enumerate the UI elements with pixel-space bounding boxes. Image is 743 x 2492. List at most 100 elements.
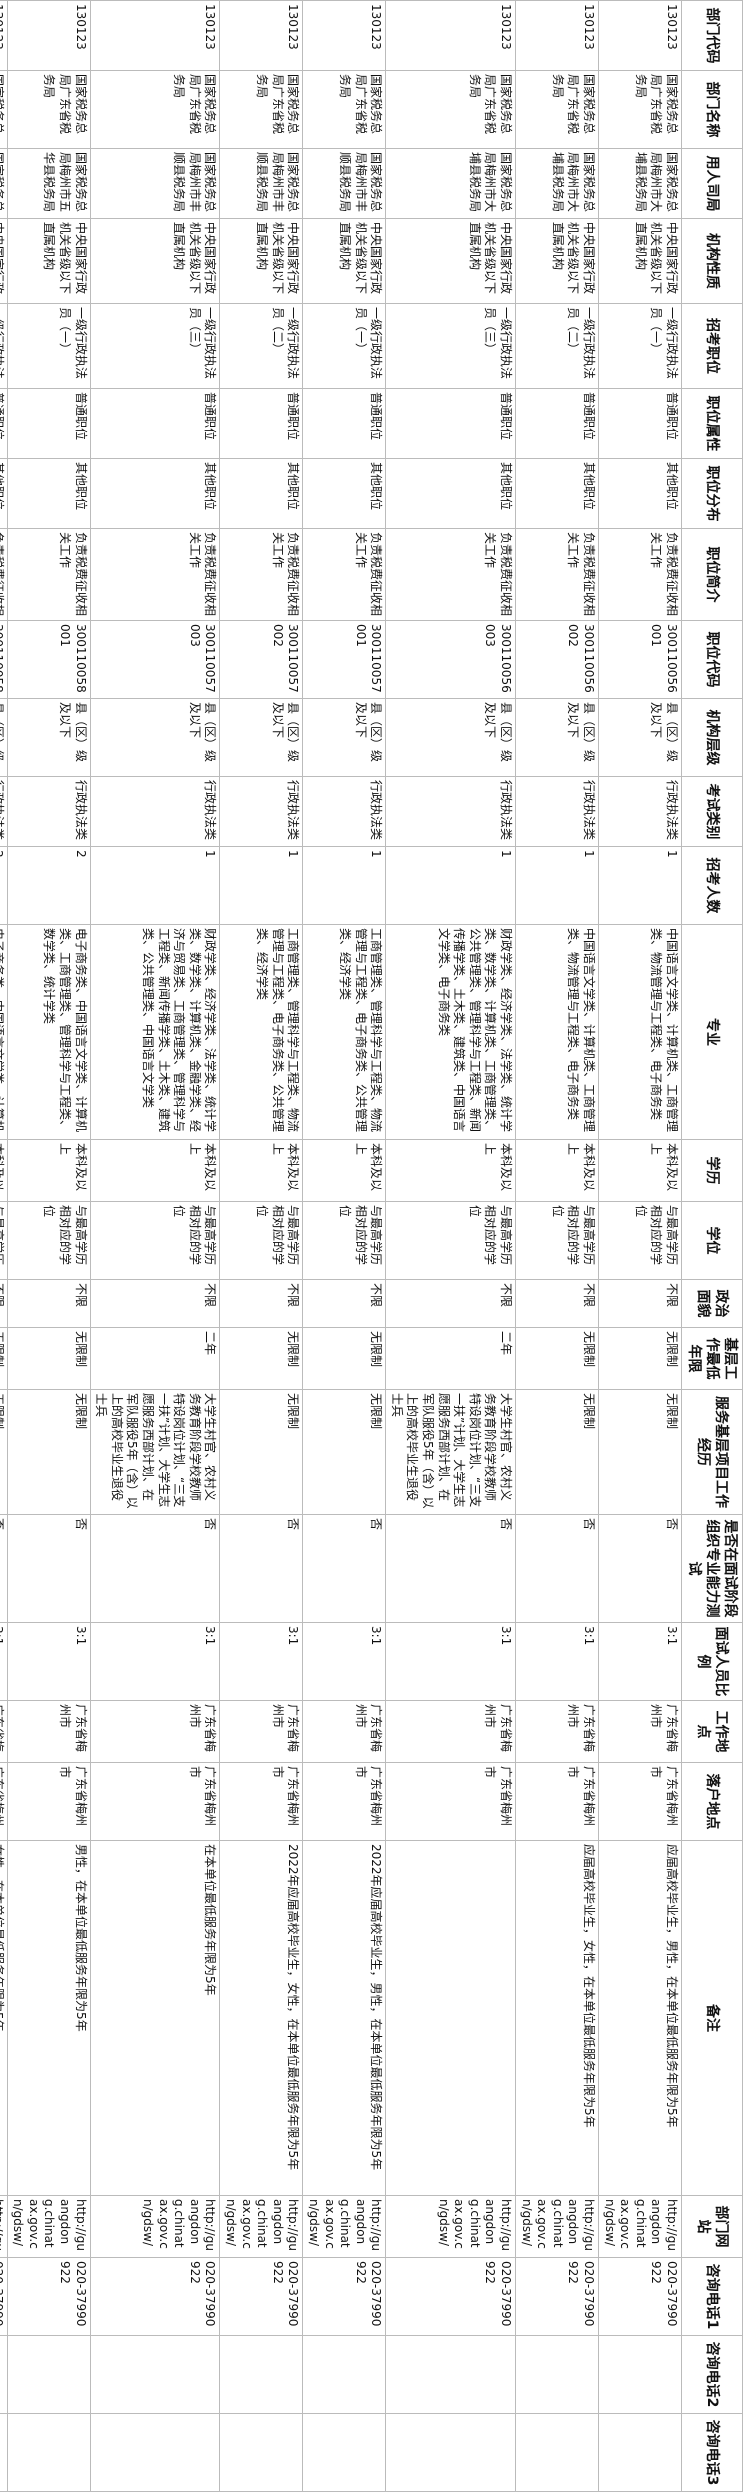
table-cell: 020-37990922	[7, 2257, 91, 2336]
header-cell: 落户地点	[681, 1762, 743, 1841]
header-cell: 学位	[681, 1201, 743, 1280]
table-cell: 国家税务总局梅州市大埔县税务局	[515, 148, 599, 219]
table-cell: 020-37990922	[219, 2257, 303, 2336]
table-cell: 与最高学历相对应的学位	[90, 1201, 220, 1280]
table-cell: 县（区）级及以下	[302, 698, 386, 777]
table-cell: 3:1	[598, 1622, 682, 1701]
table-cell: 无限制	[302, 1389, 386, 1515]
table-cell: 300110057003	[90, 620, 220, 699]
table-cell: 不限	[515, 1279, 599, 1328]
table-cell: 中央国家行政机关省级以下直属机构	[598, 218, 682, 304]
table-cell: 县（区）级及以下	[7, 698, 91, 777]
table-cell: 广东省梅州市	[515, 1700, 599, 1763]
table-cell: 县（区）级及以下	[385, 698, 516, 777]
table-cell: 广东省梅州市	[7, 1762, 91, 1841]
table-cell	[598, 2335, 682, 2414]
table-cell: 无限制	[219, 1327, 303, 1390]
table-cell: 不限	[598, 1279, 682, 1328]
table-cell: 与最高学历相对应的学位	[598, 1201, 682, 1280]
table-cell: 负责税费征收相关工作	[598, 528, 682, 621]
table-cell: 工商管理类、管理科学与工程类、物流管理与工程类、电子商务类、公共管理类、经济学类	[302, 924, 386, 1140]
table-cell: http://guangdong.chinatax.gov.cn/gdsw/	[598, 2195, 682, 2258]
data-row: 130123 国家税务总局广东省税务局 国家税务总局梅州市大埔县税务局 中央国家行政机…	[385, 0, 516, 2492]
table-cell: 020-37990922	[302, 2257, 386, 2336]
table-cell: http://guangdong.chinatax.gov.cn/gdsw/	[7, 2195, 91, 2258]
table-cell: 无限制	[7, 1389, 91, 1515]
table-cell: http://guangdong.chinatax.gov.cn/gdsw/	[219, 2195, 303, 2258]
table-cell: 广东省梅州市	[598, 1700, 682, 1763]
table-cell: 不限	[0, 1279, 8, 1328]
table-cell: 普通职位	[302, 388, 386, 459]
data-row: 130123 国家税务总局广东省税务局 国家税务总局梅州市丰顺县税务局 中央国家行政机…	[90, 0, 220, 2492]
header-cell: 部门网站	[681, 2195, 743, 2258]
table-cell	[0, 2413, 8, 2492]
table-cell: 广东省梅州市	[302, 1700, 386, 1763]
table-cell: 本科及以上	[598, 1139, 682, 1202]
table-cell: 130123	[302, 0, 386, 71]
header-cell: 基层工作最低年限	[681, 1327, 743, 1390]
table-cell: http://guangdong.chinatax.gov.cn/gdsw/	[515, 2195, 599, 2258]
table-cell	[385, 2335, 516, 2414]
table-cell	[90, 2335, 220, 2414]
table-cell: 一级行政执法员（一）	[302, 303, 386, 389]
table-cell: 行政执法类	[515, 776, 599, 847]
table-cell: 否	[219, 1514, 303, 1623]
table-cell: 不限	[90, 1279, 220, 1328]
table-cell: 300110056003	[385, 620, 516, 699]
table-cell: 无限制	[598, 1389, 682, 1515]
table-cell: 020-37990922	[90, 2257, 220, 2336]
table-cell: 一级行政执法员（二）	[0, 303, 8, 389]
header-cell: 招考职位	[681, 303, 743, 389]
table-cell: 其他职位	[385, 458, 516, 529]
table-cell	[598, 2413, 682, 2492]
header-cell: 部门名称	[681, 70, 743, 149]
table-cell: 中国语言文学类、计算机类、工商管理类、物流管理与工程类、电子商务类	[598, 924, 682, 1140]
table-cell: 否	[302, 1514, 386, 1623]
header-cell: 考试类别	[681, 776, 743, 847]
header-cell: 咨询电话1	[681, 2257, 743, 2336]
table-cell	[302, 2335, 386, 2414]
table-cell: 无限制	[219, 1389, 303, 1515]
table-cell: 2	[7, 846, 91, 925]
table-cell: 县（区）级及以下	[219, 698, 303, 777]
table-cell: 中央国家行政机关省级以下直属机构	[515, 218, 599, 304]
table-cell: 广东省梅州市	[385, 1762, 516, 1841]
table-cell: 广东省梅州市	[219, 1762, 303, 1841]
table-cell: 本科及以上	[302, 1139, 386, 1202]
table-cell: 2022年应届高校毕业生，男性，在本单位最低服务年限为5年	[302, 1840, 386, 2196]
table-cell: 国家税务总局广东省税务局	[302, 70, 386, 149]
table-cell: 不限	[219, 1279, 303, 1328]
table-cell: 工商管理类、管理科学与工程类、物流管理与工程类、电子商务类、公共管理类、经济学类	[219, 924, 303, 1140]
table-cell	[515, 2413, 599, 2492]
table-cell: 行政执法类	[598, 776, 682, 847]
header-cell: 职位代码	[681, 620, 743, 699]
table-cell: 不限	[7, 1279, 91, 1328]
header-cell: 机构性质	[681, 218, 743, 304]
table-cell: 广东省梅州市	[90, 1700, 220, 1763]
table-cell	[219, 2335, 303, 2414]
table-cell: 020-37990922	[515, 2257, 599, 2336]
table-cell: 无限制	[598, 1327, 682, 1390]
table-cell: 3:1	[515, 1622, 599, 1701]
table-cell: 负责税费征收相关工作	[219, 528, 303, 621]
table-cell: 大学生村官、农村义务教育阶段学校教师特设岗位计划、“三支一扶”计划、大学生志愿服…	[385, 1389, 516, 1515]
table-cell	[385, 1840, 516, 2196]
table-cell: 普通职位	[598, 388, 682, 459]
table-cell: 1	[90, 846, 220, 925]
table-cell: 行政执法类	[7, 776, 91, 847]
table-cell: 020-37990922	[385, 2257, 516, 2336]
table-cell: 电子商务类、中国语言文学类、计算机类、工商管理类、管理科学与工程类、数学类、统计…	[7, 924, 91, 1140]
table-cell: 县（区）级及以下	[0, 698, 8, 777]
table-cell: 行政执法类	[219, 776, 303, 847]
table-cell: 不限	[302, 1279, 386, 1328]
table-cell: 否	[598, 1514, 682, 1623]
table-cell: 男性，在本单位最低服务年限为5年	[7, 1840, 91, 2196]
table-cell: 否	[515, 1514, 599, 1623]
table-cell: 中央国家行政机关省级以下直属机构	[302, 218, 386, 304]
table-cell: 130123	[90, 0, 220, 71]
table-cell: 大学生村官、农村义务教育阶段学校教师特设岗位计划、“三支一扶”计划、大学生志愿服…	[90, 1389, 220, 1515]
header-cell: 职位简介	[681, 528, 743, 621]
table-cell: 与最高学历相对应的学位	[219, 1201, 303, 1280]
table-cell: 2022年应届高校毕业生，女性，在本单位最低服务年限为5年	[219, 1840, 303, 2196]
